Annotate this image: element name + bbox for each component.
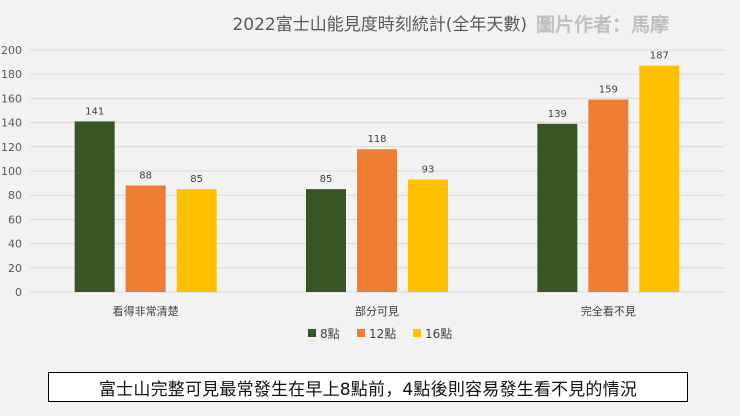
y-tick-label: 120	[1, 141, 22, 154]
bar	[125, 185, 166, 292]
data-label: 187	[650, 51, 669, 62]
legend-swatch	[413, 329, 421, 337]
legend-label: 12點	[369, 327, 396, 341]
category-label: 部分可見	[355, 304, 399, 318]
y-tick-label: 200	[1, 44, 22, 57]
data-label: 118	[367, 134, 386, 145]
bars	[74, 65, 680, 292]
data-label: 85	[320, 174, 333, 185]
chart-title: 2022富士山能見度時刻統計(全年天數)	[232, 15, 527, 35]
y-tick-label: 60	[8, 213, 22, 226]
y-axis-ticks: 0 20 40 60 80 100 120 140 160 180 200	[1, 44, 22, 299]
bar	[306, 189, 346, 292]
y-tick-label: 140	[1, 117, 22, 130]
legend-swatch	[308, 329, 316, 337]
bar	[74, 121, 115, 292]
bar	[639, 65, 680, 292]
chart-credit: 圖片作者：馬摩	[536, 13, 669, 36]
data-label: 139	[548, 109, 567, 120]
data-label: 141	[85, 106, 104, 117]
bar	[537, 123, 578, 292]
y-tick-label: 180	[1, 68, 22, 81]
legend: 8點 12點 16點	[308, 327, 452, 341]
data-label: 159	[599, 85, 618, 96]
y-tick-label: 80	[8, 189, 22, 202]
legend-swatch	[357, 329, 365, 337]
bar	[588, 99, 629, 292]
caption-text: 富士山完整可見最常發生在早上8點前，4點後則容易發生看不見的情況	[98, 379, 638, 400]
y-tick-label: 40	[8, 238, 22, 251]
bar	[176, 189, 217, 292]
data-label: 85	[190, 174, 203, 185]
data-labels: 141 88 85 85 118 93 139 159 187	[85, 51, 669, 185]
category-label: 完全看不見	[581, 304, 636, 318]
y-tick-label: 160	[1, 92, 22, 105]
legend-label: 8點	[320, 327, 340, 341]
category-label: 看得非常清楚	[113, 304, 179, 318]
y-tick-label: 0	[15, 286, 22, 299]
x-axis-categories: 看得非常清楚 部分可見 完全看不見	[113, 304, 636, 318]
bar-chart: 2022富士山能見度時刻統計(全年天數) 圖片作者：馬摩 0 20 40 60 80 10…	[1, 13, 724, 341]
y-tick-label: 20	[8, 262, 22, 275]
bar	[408, 179, 448, 292]
legend-label: 16點	[425, 327, 452, 341]
data-label: 88	[139, 171, 152, 182]
data-label: 93	[422, 164, 435, 175]
caption-box: 富士山完整可見最常發生在早上8點前，4點後則容易發生看不見的情況	[48, 372, 688, 402]
bar	[357, 149, 397, 292]
y-tick-label: 100	[1, 165, 22, 178]
